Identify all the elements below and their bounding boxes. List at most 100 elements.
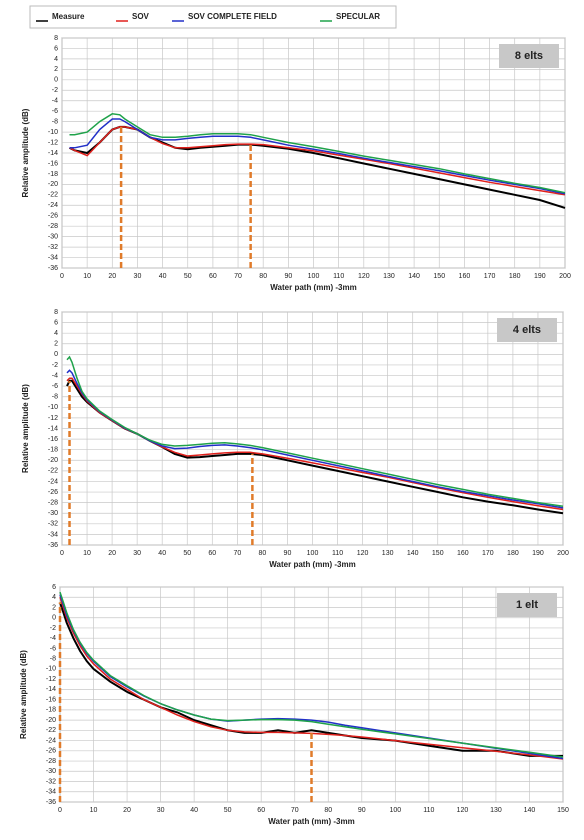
x-tick-label: 190 [534,273,546,280]
x-tick-label: 120 [457,807,469,814]
y-tick-label: -2 [50,625,56,632]
chart-label: 8 elts [515,50,543,62]
y-tick-label: 0 [54,351,58,358]
y-tick-label: -22 [46,727,56,734]
y-tick-label: -12 [48,139,58,146]
x-tick-label: 30 [134,273,142,280]
y-tick-label: 6 [54,319,58,326]
y-tick-label: -6 [50,645,56,652]
chart-label: 1 elt [516,599,538,611]
chart-label: 4 elts [513,324,541,336]
series-line [69,113,566,194]
y-tick-label: -12 [46,676,56,683]
y-tick-label: -8 [52,118,58,125]
y-tick-label: -20 [48,457,58,464]
y-tick-label: 8 [54,309,58,316]
legend-label: SPECULAR [336,12,380,21]
x-tick-label: 70 [291,807,299,814]
x-tick-label: 190 [532,550,544,557]
y-tick-label: -18 [48,171,58,178]
x-tick-label: 160 [459,273,471,280]
series-line [59,591,564,758]
y-tick-label: -30 [48,233,58,240]
y-tick-label: -32 [46,778,56,785]
x-tick-label: 50 [224,807,232,814]
x-tick-label: 150 [433,273,445,280]
x-tick-label: 10 [83,273,91,280]
y-tick-label: -32 [48,244,58,251]
y-tick-label: 2 [54,66,58,73]
x-tick-label: 20 [108,550,116,557]
y-tick-label: 4 [54,330,58,337]
x-tick-label: 130 [490,807,502,814]
x-tick-label: 90 [358,807,366,814]
y-tick-label: 8 [54,35,58,42]
y-tick-label: -34 [46,789,56,796]
x-tick-label: 60 [209,273,217,280]
y-tick-label: -16 [46,696,56,703]
y-tick-label: -16 [48,160,58,167]
x-tick-label: 70 [233,550,241,557]
x-tick-label: 110 [333,273,344,280]
y-axis-title: Relative amplitude (dB) [21,108,30,197]
x-tick-label: 90 [284,550,292,557]
x-tick-label: 120 [358,273,370,280]
legend-label: Measure [52,12,85,21]
x-tick-label: 80 [324,807,332,814]
x-tick-label: 200 [559,273,571,280]
x-tick-label: 110 [423,807,434,814]
y-tick-label: -30 [46,768,56,775]
x-tick-label: 80 [259,273,267,280]
x-tick-label: 50 [184,273,192,280]
x-tick-label: 10 [90,807,98,814]
y-tick-label: -8 [52,394,58,401]
y-tick-label: 6 [54,45,58,52]
x-tick-label: 20 [108,273,116,280]
y-tick-label: -14 [48,150,58,157]
series-line [69,118,566,195]
x-tick-label: 160 [457,550,469,557]
x-tick-label: 30 [133,550,141,557]
x-axis-title: Water path (mm) -3mm [268,817,354,826]
y-tick-label: -26 [46,748,56,755]
y-tick-label: -24 [48,478,58,485]
y-tick-label: -10 [48,129,58,136]
x-tick-label: 70 [234,273,242,280]
y-tick-label: -8 [50,656,56,663]
x-tick-label: 30 [157,807,165,814]
x-axis-title: Water path (mm) -3mm [269,560,355,569]
y-tick-label: -16 [48,436,58,443]
x-tick-label: 140 [408,273,420,280]
y-tick-label: -10 [48,404,58,411]
label-box [499,44,559,68]
x-tick-label: 100 [389,807,401,814]
x-tick-label: 100 [308,273,320,280]
x-tick-label: 50 [183,550,191,557]
legend-box [29,5,397,29]
x-tick-label: 90 [284,273,292,280]
x-tick-label: 40 [190,807,198,814]
y-tick-label: -36 [46,799,56,806]
y-tick-label: -30 [48,510,58,517]
x-tick-label: 110 [332,550,343,557]
y-tick-label: -36 [48,542,58,549]
y-tick-label: -34 [48,254,58,261]
y-tick-label: -4 [52,372,58,379]
x-tick-label: 20 [123,807,131,814]
y-tick-label: -4 [52,98,58,105]
x-tick-label: 100 [307,550,319,557]
y-tick-label: -6 [52,383,58,390]
x-tick-label: 80 [259,550,267,557]
y-tick-label: 2 [54,341,58,348]
y-tick-label: -28 [48,223,58,230]
x-tick-label: 0 [58,807,62,814]
x-tick-label: 140 [524,807,536,814]
y-axis-title: Relative amplitude (dB) [19,650,28,739]
label-box [497,593,557,617]
x-tick-label: 200 [557,550,569,557]
y-tick-label: -20 [48,181,58,188]
y-tick-label: -4 [50,635,56,642]
series-line [59,596,564,760]
y-tick-label: -22 [48,468,58,475]
